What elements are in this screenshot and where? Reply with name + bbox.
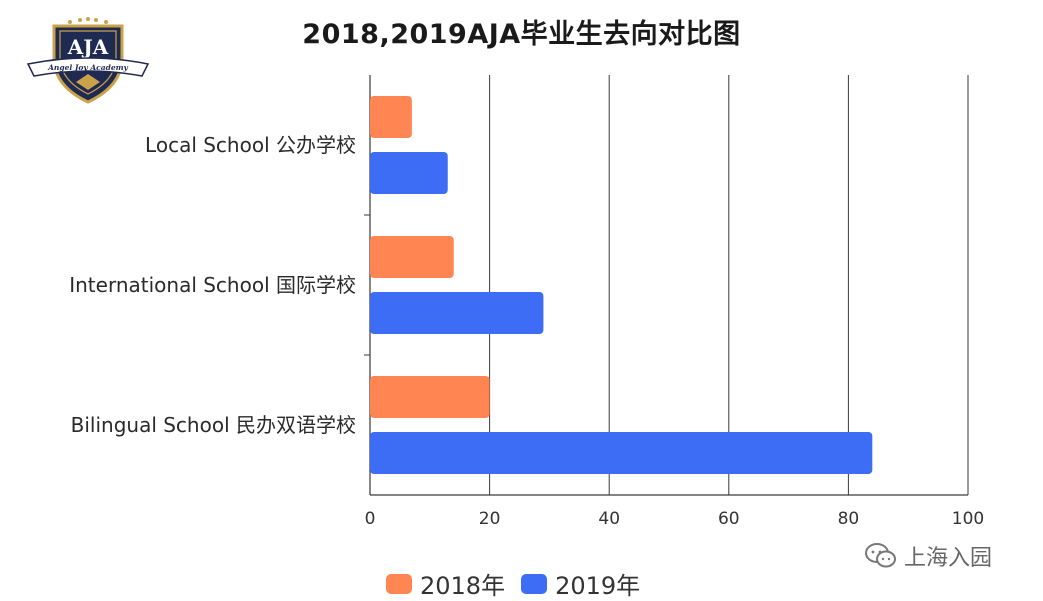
chat-bubbles-icon <box>865 543 896 568</box>
logo-ribbon-text: Angel Joy Academy <box>47 63 128 72</box>
x-tick-label-40: 40 <box>598 509 620 529</box>
x-tick-label-60: 60 <box>718 509 740 529</box>
bar-2019年-2 <box>370 432 873 474</box>
x-tick-label-0: 0 <box>365 509 376 529</box>
x-tick-label-80: 80 <box>838 509 860 529</box>
x-tick-label-20: 20 <box>479 509 501 529</box>
x-tick-label-100: 100 <box>952 509 984 529</box>
watermark: 上海入园 <box>864 540 992 572</box>
legend-swatch-2019 <box>521 573 548 594</box>
category-label-2: Bilingual School 民办双语学校 <box>71 413 356 437</box>
chart-legend: 2018年 2019年 <box>386 566 656 601</box>
bar-2019年-0 <box>370 152 448 194</box>
watermark-text: 上海入园 <box>904 546 993 571</box>
logo-letters: AJA <box>67 35 109 59</box>
legend-label-2018: 2018年 <box>420 572 506 600</box>
bar-2018年-0 <box>370 96 412 138</box>
legend-item-2019: 2019年 <box>521 566 640 601</box>
legend-swatch-2018 <box>386 573 412 594</box>
legend-label-2019: 2019年 <box>555 572 641 600</box>
bar-2018年-2 <box>370 376 490 418</box>
chart-title: 2018,2019AJA毕业生去向对比图 <box>302 19 741 50</box>
category-label-1: International School 国际学校 <box>69 273 356 297</box>
aja-logo: AJA Angel Joy Academy <box>26 17 150 104</box>
category-label-0: Local School 公办学校 <box>145 133 356 157</box>
bar-2018年-1 <box>370 236 454 278</box>
legend-item-2018: 2018年 <box>386 566 505 601</box>
bar-2019年-1 <box>370 292 544 334</box>
